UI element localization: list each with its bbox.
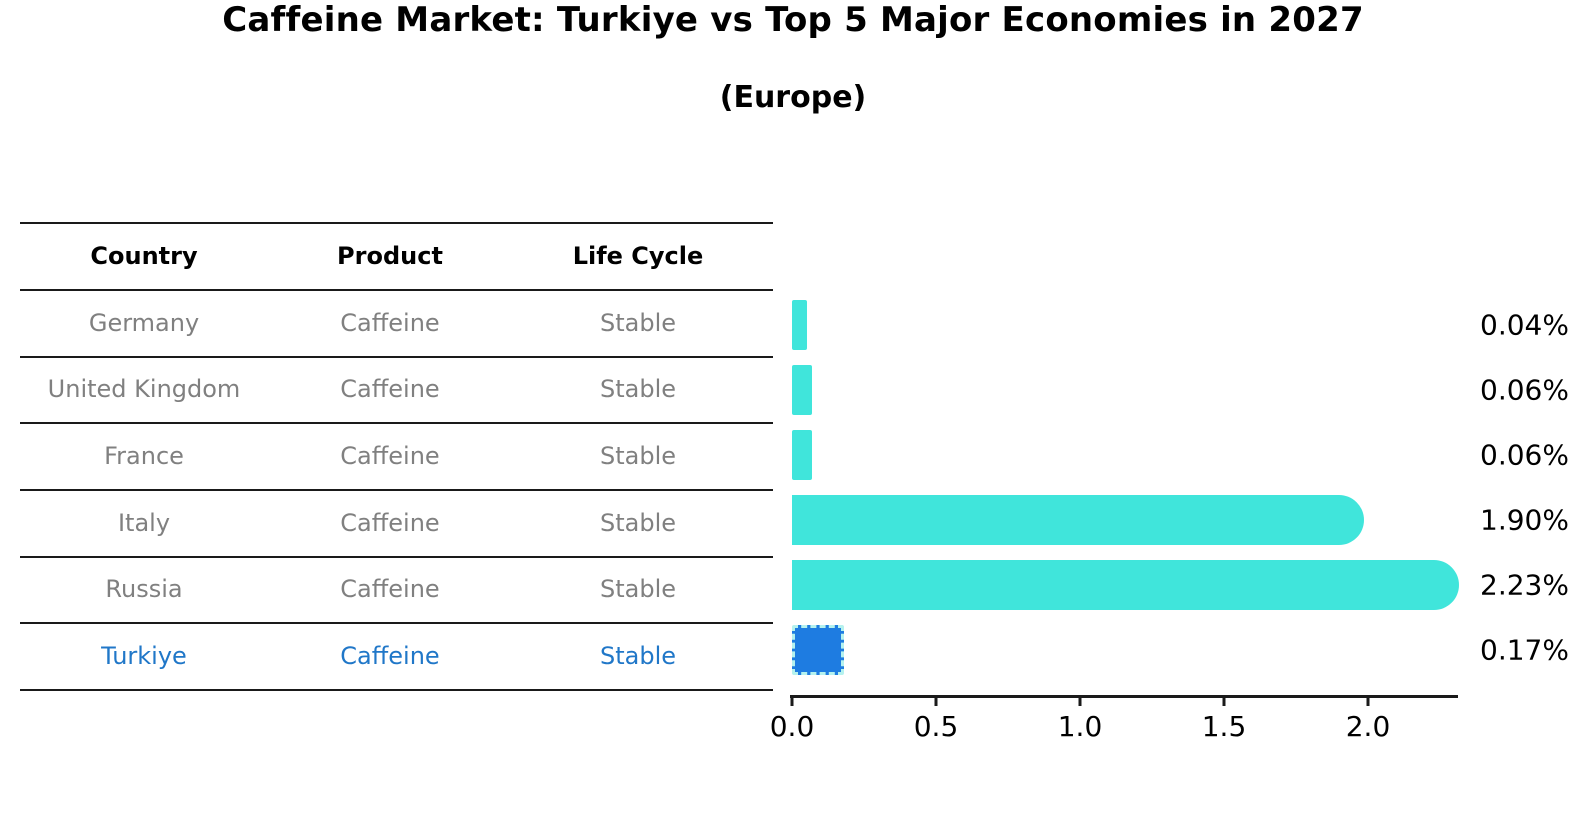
table-cell-country: France [104,441,184,470]
page-subtitle: (Europe) [719,80,867,115]
table-cell-life_cycle: Stable [599,575,677,603]
x-axis-tick [1078,695,1082,706]
table-cell-product: Caffeine [340,308,440,337]
bar-highlight-turkiye [792,625,844,675]
table-grid-line [20,622,773,624]
x-axis-line [790,695,1458,698]
table-cell-country: Turkiye [101,641,187,670]
table-cell-life_cycle: Stable [599,441,677,470]
bar-value-label: 1.90% [1480,503,1569,537]
table-grid-line [20,422,773,424]
table-cell-product: Caffeine [340,375,440,403]
x-axis-tick-label: 1.5 [1201,710,1247,743]
table-cell-country: United Kingdom [47,375,241,403]
bar-value-label: 2.23% [1480,568,1569,602]
table-grid-line [20,689,773,691]
table-grid-line [20,489,773,491]
x-axis-tick [934,695,938,706]
bar-value-label: 0.04% [1480,308,1569,342]
table-cell-life_cycle: Stable [599,375,677,403]
table-grid-line [20,222,773,224]
bar-value-label: 0.17% [1480,633,1569,667]
x-axis-tick [790,695,794,706]
x-axis-tick-label: 0.5 [913,710,959,743]
x-axis-tick-label: 1.0 [1057,710,1103,743]
table-grid-line [20,556,773,558]
table-cell-life_cycle: Stable [599,508,677,537]
table-cell-product: Caffeine [340,508,440,537]
bar-russia [792,560,1459,610]
bar-value-label: 0.06% [1480,373,1569,407]
table-cell-product: Caffeine [340,441,440,470]
x-axis-tick-label: 2.0 [1345,710,1391,743]
table-header-cell: Life Cycle [572,241,704,270]
bar-united-kingdom [792,365,812,415]
x-axis-tick-label: 0.0 [769,710,815,743]
table-cell-life_cycle: Stable [599,308,677,337]
bar-value-label: 0.06% [1480,438,1569,472]
table-cell-country: Russia [105,575,183,603]
table-cell-product: Caffeine [340,641,440,670]
table-grid-line [20,289,773,291]
table-cell-country: Italy [117,508,171,537]
bar-france [792,430,812,480]
table-cell-life_cycle: Stable [599,641,677,670]
table-header-cell: Country [90,241,198,270]
table-cell-product: Caffeine [340,575,440,603]
table-header-cell: Product [337,241,443,270]
table-grid-line [20,356,773,358]
page-title: Caffeine Market: Turkiye vs Top 5 Major … [222,0,1364,40]
x-axis-tick [1366,695,1370,706]
table-cell-country: Germany [88,308,200,337]
x-axis-tick [1222,695,1226,706]
bar-italy [792,495,1364,545]
bar-germany [792,300,807,350]
